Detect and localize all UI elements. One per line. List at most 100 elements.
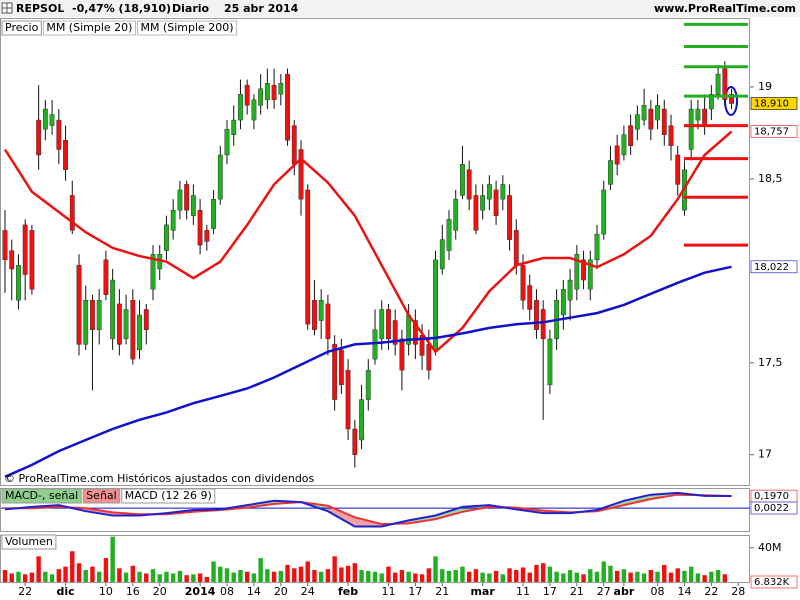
volume-bar	[63, 566, 68, 582]
volume-bar	[715, 570, 721, 582]
candle-body	[702, 108, 708, 126]
volume-bar	[567, 570, 573, 582]
y-tick-label: 19	[758, 80, 772, 93]
price-label: 0,0022	[754, 503, 789, 514]
volume-bar	[460, 566, 465, 582]
candle-body	[137, 314, 142, 351]
volume-bar	[197, 573, 203, 582]
volume-bar	[150, 569, 156, 582]
candle-body	[36, 119, 42, 156]
candle-body	[9, 250, 15, 270]
candle-body	[648, 108, 654, 130]
candle-body	[634, 114, 640, 130]
candle-body	[446, 219, 452, 251]
candle-body	[547, 338, 553, 386]
volume-bar	[292, 568, 297, 582]
price-label: 0,1970	[754, 491, 789, 502]
volume-bar	[312, 570, 317, 582]
volume-bar	[702, 575, 707, 582]
candle-body	[130, 300, 136, 360]
candle-body	[668, 125, 674, 147]
candle-body	[412, 320, 418, 345]
volume-bar	[110, 536, 115, 582]
volume-bar	[722, 574, 728, 582]
x-tick-label: 08	[651, 585, 665, 598]
volume-bar	[554, 571, 559, 582]
volume-bar	[318, 571, 324, 582]
volume-bar	[117, 568, 122, 582]
volume-bar	[238, 570, 243, 582]
legend-entry: MM (Simple 20)	[46, 21, 132, 34]
x-tick-label: 17	[543, 585, 557, 598]
candle-body	[197, 209, 203, 246]
candle-body	[486, 184, 492, 200]
volume-bar	[480, 572, 485, 582]
candle-body	[76, 265, 82, 345]
volume-bar	[298, 566, 304, 582]
x-tick-label: 14	[247, 585, 261, 598]
candle-body	[708, 94, 714, 110]
volume-bar	[446, 570, 452, 582]
volume-bar	[635, 571, 640, 582]
candle-body	[143, 309, 149, 330]
volume-bar	[641, 573, 647, 582]
candle-body	[365, 369, 371, 400]
candle-body	[103, 259, 109, 295]
candle-body	[688, 108, 694, 150]
candle-body	[392, 320, 398, 345]
candle-body	[204, 230, 210, 242]
x-tick-label: feb	[338, 585, 358, 598]
candle-body	[184, 184, 190, 211]
volume-bar	[386, 566, 391, 582]
volume-bar	[332, 556, 337, 582]
volume-bar	[688, 566, 694, 582]
y-tick-label: 18,5	[758, 172, 783, 185]
candle-body	[359, 399, 364, 441]
candle-body	[244, 84, 250, 106]
candle-body	[574, 254, 580, 290]
candle-body	[372, 329, 378, 360]
price-label-box	[750, 501, 798, 515]
volume-bar	[655, 571, 660, 582]
volume-bar	[574, 572, 580, 582]
price-label-box	[750, 125, 798, 138]
candle-body	[567, 279, 573, 301]
volume-bar	[43, 571, 48, 582]
volume-bar	[258, 558, 263, 582]
legend-box	[82, 488, 121, 504]
volume-bar	[392, 572, 398, 582]
price-label-box	[750, 575, 798, 589]
candle-body	[258, 88, 264, 106]
candle-body	[305, 189, 311, 325]
site: www.ProRealTime.com	[654, 2, 796, 15]
volume-bar	[123, 572, 129, 582]
volume-bar	[561, 573, 566, 582]
volume-bar	[164, 571, 169, 582]
candle-body	[96, 300, 102, 330]
candle-body	[123, 309, 129, 340]
price-panel	[0, 18, 750, 486]
candle-body	[69, 195, 75, 231]
candle-body	[594, 233, 600, 261]
price-label-box	[750, 260, 798, 274]
header-bar	[0, 0, 800, 17]
candle-body	[507, 195, 512, 240]
x-tick-label: 22	[18, 585, 32, 598]
candle-body	[264, 83, 270, 101]
candle-body	[22, 224, 28, 275]
legend-box	[1, 488, 82, 504]
volume-bar	[305, 561, 310, 582]
candle-body	[534, 300, 539, 330]
candle-body	[453, 198, 459, 231]
candle-body	[675, 154, 681, 185]
candle-body	[164, 224, 169, 251]
price-label: 18,757	[754, 127, 789, 138]
volume-bar	[487, 573, 492, 582]
volume-bar	[621, 569, 627, 582]
volume-bar	[244, 571, 250, 582]
volume-bar	[218, 566, 223, 582]
candle-body	[729, 94, 734, 104]
volume-bar	[96, 571, 102, 582]
volume-bar	[359, 570, 364, 582]
volume-bar	[413, 573, 418, 582]
